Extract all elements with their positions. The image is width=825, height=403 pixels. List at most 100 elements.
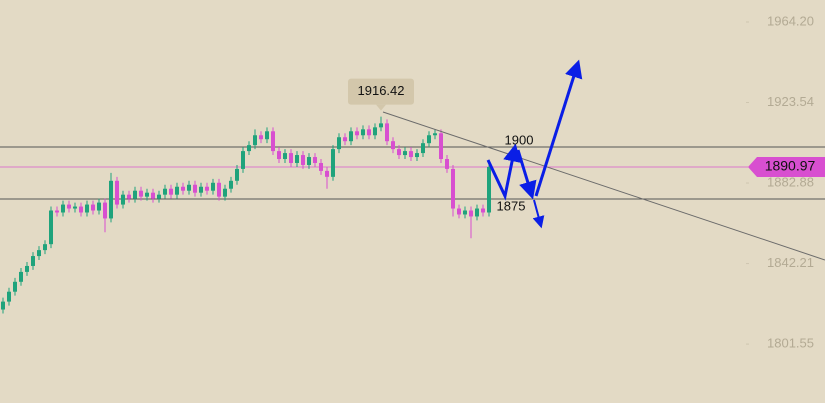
candle-body <box>121 194 125 205</box>
current-price-box <box>748 157 825 178</box>
candle-body <box>73 206 77 209</box>
candle-body <box>403 151 407 156</box>
candle-body <box>397 149 401 156</box>
candle-body <box>409 151 413 158</box>
candle-body <box>103 202 107 219</box>
candle-body <box>19 271 23 282</box>
candle-body <box>157 194 161 199</box>
candle-body <box>91 204 95 211</box>
candle-body <box>181 186 185 191</box>
candle-body <box>421 143 425 154</box>
candle-body <box>259 135 263 140</box>
candle-body <box>7 291 11 302</box>
candle-body <box>67 204 71 209</box>
candle-body <box>439 133 443 160</box>
candle-body <box>187 184 191 191</box>
candle-body <box>13 281 17 292</box>
candle-body <box>445 159 449 169</box>
candle-body <box>337 137 341 150</box>
candle-body <box>355 131 359 136</box>
price-axis: 1964.20 1923.54 1882.88 1842.21 1801.55 1890.… <box>746 13 825 351</box>
candle-body <box>301 155 305 165</box>
high-label-box <box>348 78 414 105</box>
candle-body <box>235 168 239 181</box>
candle-body <box>457 208 461 215</box>
candle-body <box>379 123 383 128</box>
candle-body <box>175 186 179 195</box>
candle-body <box>415 153 419 158</box>
forecast-arrow <box>532 199 545 229</box>
candle-body <box>25 265 29 272</box>
high-label-pointer <box>376 104 386 111</box>
candle-body <box>277 151 281 160</box>
candle-body <box>37 250 41 257</box>
forecast-arrow <box>516 149 537 200</box>
candle-body <box>433 133 437 136</box>
trend-line <box>382 111 825 261</box>
forecast-arrow <box>534 59 583 197</box>
current-price-label: 1890.97 <box>765 158 816 174</box>
candle-body <box>367 129 371 136</box>
candle-body <box>247 145 251 152</box>
candle-body <box>223 188 227 197</box>
candle-body <box>283 153 287 160</box>
candle-body <box>271 131 275 152</box>
candle-body <box>85 204 89 213</box>
candle-body <box>1 301 5 310</box>
annotation: 1875 <box>497 198 526 213</box>
candle-body <box>151 192 155 199</box>
y-tick-label: 1882.88 <box>767 174 814 189</box>
candle-body <box>43 244 47 251</box>
candle-body <box>55 210 59 213</box>
y-tick-label: 1842.21 <box>767 255 814 270</box>
candle-body <box>199 186 203 193</box>
candle-body <box>349 131 353 142</box>
candle-body <box>115 180 119 205</box>
candle-body <box>361 129 365 136</box>
candle-body <box>205 186 209 191</box>
candle-body <box>307 157 311 165</box>
candle-body <box>169 188 173 195</box>
candle-body <box>139 190 143 197</box>
candle-body <box>217 182 221 197</box>
candle-body <box>145 192 149 197</box>
y-tick-label: 1923.54 <box>767 94 814 109</box>
candle-body <box>391 141 395 150</box>
candle-body <box>127 194 131 199</box>
high-label: 1916.42 <box>358 83 405 98</box>
candle-body <box>487 167 491 213</box>
candle-body <box>49 210 53 245</box>
candle-body <box>79 206 83 213</box>
candle-body <box>373 127 377 136</box>
y-tick-label: 1801.55 <box>767 336 814 351</box>
candle-body <box>289 153 293 163</box>
candle-body <box>295 155 299 163</box>
candle-body <box>475 208 479 217</box>
candle-body <box>469 210 473 217</box>
candle-body <box>313 157 317 163</box>
candle-body <box>385 123 389 142</box>
candle-body <box>163 188 167 195</box>
candle-body <box>211 182 215 191</box>
candle-body <box>343 137 347 142</box>
candle-body <box>319 162 323 171</box>
candle-body <box>97 202 101 211</box>
candle-body <box>481 208 485 213</box>
candle-body <box>31 256 35 266</box>
candle-body <box>265 131 269 140</box>
plot-area: 1916.42 <box>0 78 825 314</box>
candle-body <box>241 151 245 169</box>
forecast-arrow <box>486 143 521 201</box>
candle-body <box>133 190 137 199</box>
candle-body <box>109 180 113 219</box>
annotation: 1900 <box>505 132 534 147</box>
candle-body <box>331 149 335 177</box>
candle-body <box>253 135 257 146</box>
candle-body <box>427 135 431 144</box>
candle-body <box>451 168 455 209</box>
candle-body <box>61 204 65 213</box>
candle-body <box>193 184 197 193</box>
candle-body <box>325 170 329 177</box>
